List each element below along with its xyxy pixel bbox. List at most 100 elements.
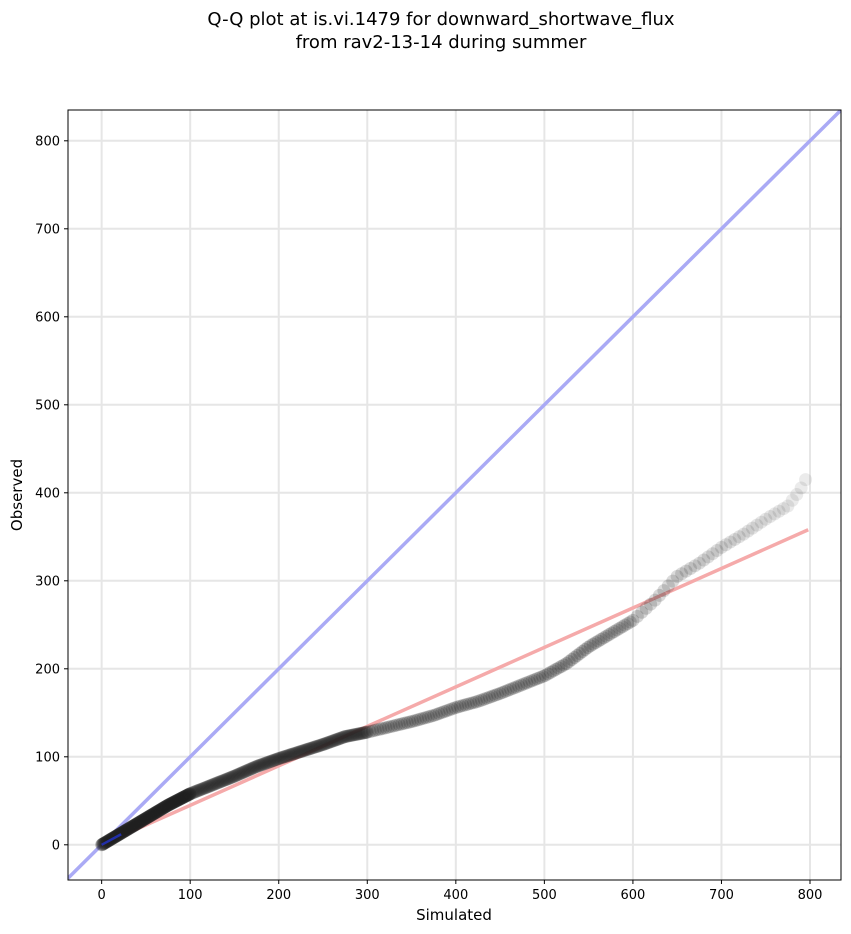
data-point (228, 769, 242, 783)
data-point (174, 792, 188, 806)
data-point (759, 512, 773, 526)
data-point (131, 816, 145, 830)
data-point (790, 488, 804, 502)
data-point (701, 550, 715, 564)
data-point (233, 767, 247, 781)
data-point (395, 717, 409, 731)
data-point (183, 787, 197, 801)
data-point (123, 821, 137, 835)
x-axis-label: Simulated (416, 906, 492, 924)
data-point (171, 793, 185, 807)
data-point (250, 759, 264, 773)
data-point (270, 752, 284, 766)
x-tick-label: 100 (178, 888, 203, 903)
data-point (737, 527, 751, 541)
data-point (302, 742, 316, 756)
data-point (639, 601, 653, 615)
data-point (320, 736, 334, 750)
data-point (461, 697, 475, 711)
data-point (583, 639, 597, 653)
data-point (179, 789, 193, 803)
data-point (475, 693, 489, 707)
data-point (496, 685, 510, 699)
data-point (578, 642, 592, 656)
data-point (239, 764, 253, 778)
data-point (488, 688, 502, 702)
data-point (692, 556, 706, 570)
data-point (266, 754, 280, 768)
data-point (120, 823, 134, 837)
data-point (435, 706, 449, 720)
data-point (129, 818, 143, 832)
data-point (269, 753, 283, 767)
data-point (144, 809, 158, 823)
data-point (504, 682, 518, 696)
data-point (222, 771, 236, 785)
data-point (501, 683, 515, 697)
data-point (145, 808, 159, 822)
data-point (328, 733, 342, 747)
x-tick-label: 0 (98, 888, 106, 903)
data-point (234, 766, 248, 780)
y-tick-label: 800 (35, 134, 60, 149)
data-point (182, 787, 196, 801)
data-point (224, 770, 238, 784)
data-point (154, 803, 168, 817)
data-point (135, 814, 149, 828)
data-point (411, 713, 425, 727)
data-point (300, 743, 314, 757)
data-point (199, 780, 213, 794)
data-point (153, 803, 167, 817)
data-point (121, 822, 135, 836)
data-point (276, 750, 290, 764)
data-point (144, 808, 158, 822)
data-point (140, 811, 154, 825)
data-point (750, 518, 764, 532)
data-point (382, 720, 396, 734)
y-tick-label: 500 (35, 398, 60, 413)
data-point (167, 795, 181, 809)
data-point (176, 790, 190, 804)
data-point (413, 712, 427, 726)
data-point (581, 640, 595, 654)
y-axis-label: Observed (8, 459, 26, 531)
data-point (296, 744, 310, 758)
data-point (251, 759, 265, 773)
data-point (544, 665, 558, 679)
data-point (289, 746, 303, 760)
data-point (194, 782, 208, 796)
data-point (167, 795, 181, 809)
data-point (166, 796, 180, 810)
data-point (151, 804, 165, 818)
data-point (121, 822, 135, 836)
data-point (781, 499, 795, 513)
data-point (445, 702, 459, 716)
data-point (536, 670, 550, 684)
data-point (197, 781, 211, 795)
data-point (146, 807, 160, 821)
data-point (403, 715, 417, 729)
data-point (128, 818, 142, 832)
data-point (376, 721, 390, 735)
y-tick-label: 300 (35, 574, 60, 589)
data-point (644, 597, 658, 611)
data-point (313, 738, 327, 752)
data-point (179, 789, 193, 803)
data-point (661, 579, 675, 593)
data-point (352, 727, 366, 741)
data-point (311, 739, 325, 753)
data-point (327, 734, 341, 748)
y-tick-label: 700 (35, 222, 60, 237)
data-point (626, 613, 640, 627)
data-point (573, 646, 587, 660)
data-point (223, 771, 237, 785)
data-point (329, 733, 343, 747)
data-point (168, 795, 182, 809)
data-point (253, 758, 267, 772)
data-point (427, 708, 441, 722)
data-point (554, 659, 568, 673)
data-point (317, 737, 331, 751)
data-point (189, 784, 203, 798)
data-point (552, 661, 566, 675)
